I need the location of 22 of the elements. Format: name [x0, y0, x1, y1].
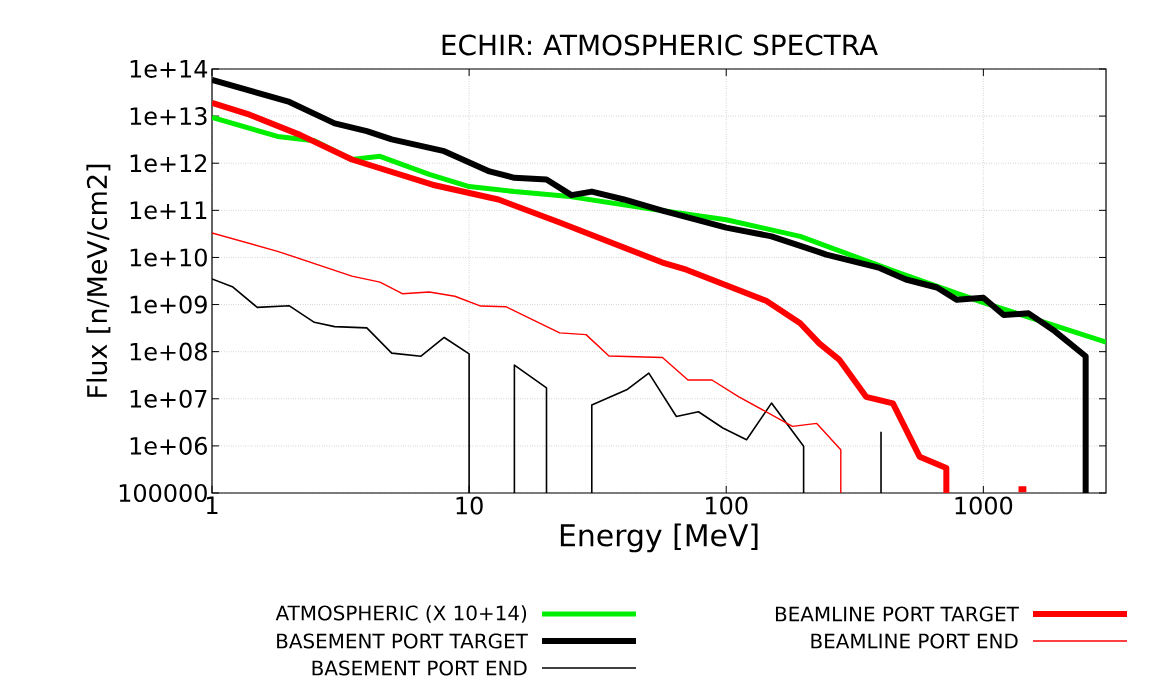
- x-tick-label: 1000: [955, 496, 1013, 515]
- y-tick-label: 1e+06: [130, 436, 207, 455]
- legend-label: ATMOSPHERIC (X 10+14): [275, 605, 527, 623]
- legend-label: BASEMENT PORT TARGET: [277, 633, 528, 649]
- y-tick-label: 1e+11: [130, 201, 207, 220]
- legend-label: BASEMENT PORT END: [312, 660, 527, 676]
- y-tick-label: 1e+09: [130, 295, 207, 314]
- y-axis-title: Flux [n/MeV/cm2]: [86, 164, 111, 397]
- y-tick-label: 1e+12: [130, 154, 207, 173]
- x-axis-title: Energy [MeV]: [560, 523, 758, 553]
- x-tick-label: 10: [456, 496, 483, 515]
- legend-label: BEAMLINE PORT END: [811, 633, 1018, 649]
- chart-title: ECHIR: ATMOSPHERIC SPECTRA: [442, 34, 878, 56]
- y-tick-label: 1e+13: [130, 107, 207, 126]
- y-tick-label: 100000: [119, 483, 207, 503]
- y-tick-label: 1e+10: [130, 248, 207, 267]
- y-tick-label: 1e+14: [130, 60, 208, 78]
- legend-label: BEAMLINE PORT TARGET: [775, 606, 1019, 622]
- x-tick-label: 1: [207, 496, 218, 514]
- y-tick-label: 1e+07: [130, 389, 207, 408]
- x-tick-label: 100: [706, 496, 748, 515]
- y-tick-label: 1e+08: [130, 342, 207, 361]
